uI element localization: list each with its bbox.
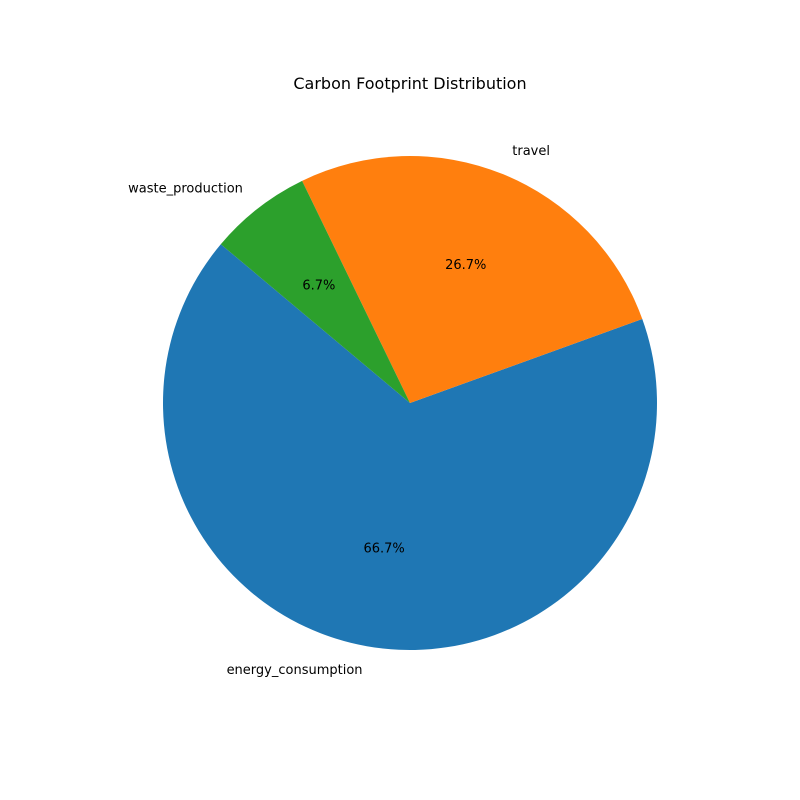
pie-slice-travel bbox=[302, 156, 643, 403]
pie-labels: energy_consumption 66.7% travel 26.7% waste_… bbox=[128, 144, 550, 678]
slice-label-travel: travel bbox=[512, 144, 550, 159]
slice-label-waste-production: waste_production bbox=[128, 181, 243, 196]
pie-slice-waste-production bbox=[220, 180, 410, 403]
pie-slice-energy-consumption bbox=[162, 244, 657, 651]
slice-percent-travel: 26.7% bbox=[445, 258, 486, 273]
slice-percent-energy-consumption: 66.7% bbox=[363, 541, 404, 556]
pie-slices bbox=[162, 156, 657, 651]
slice-label-energy-consumption: energy_consumption bbox=[227, 663, 363, 678]
chart-title: Carbon Footprint Distribution bbox=[293, 74, 526, 93]
slice-percent-waste-production: 6.7% bbox=[302, 279, 335, 294]
